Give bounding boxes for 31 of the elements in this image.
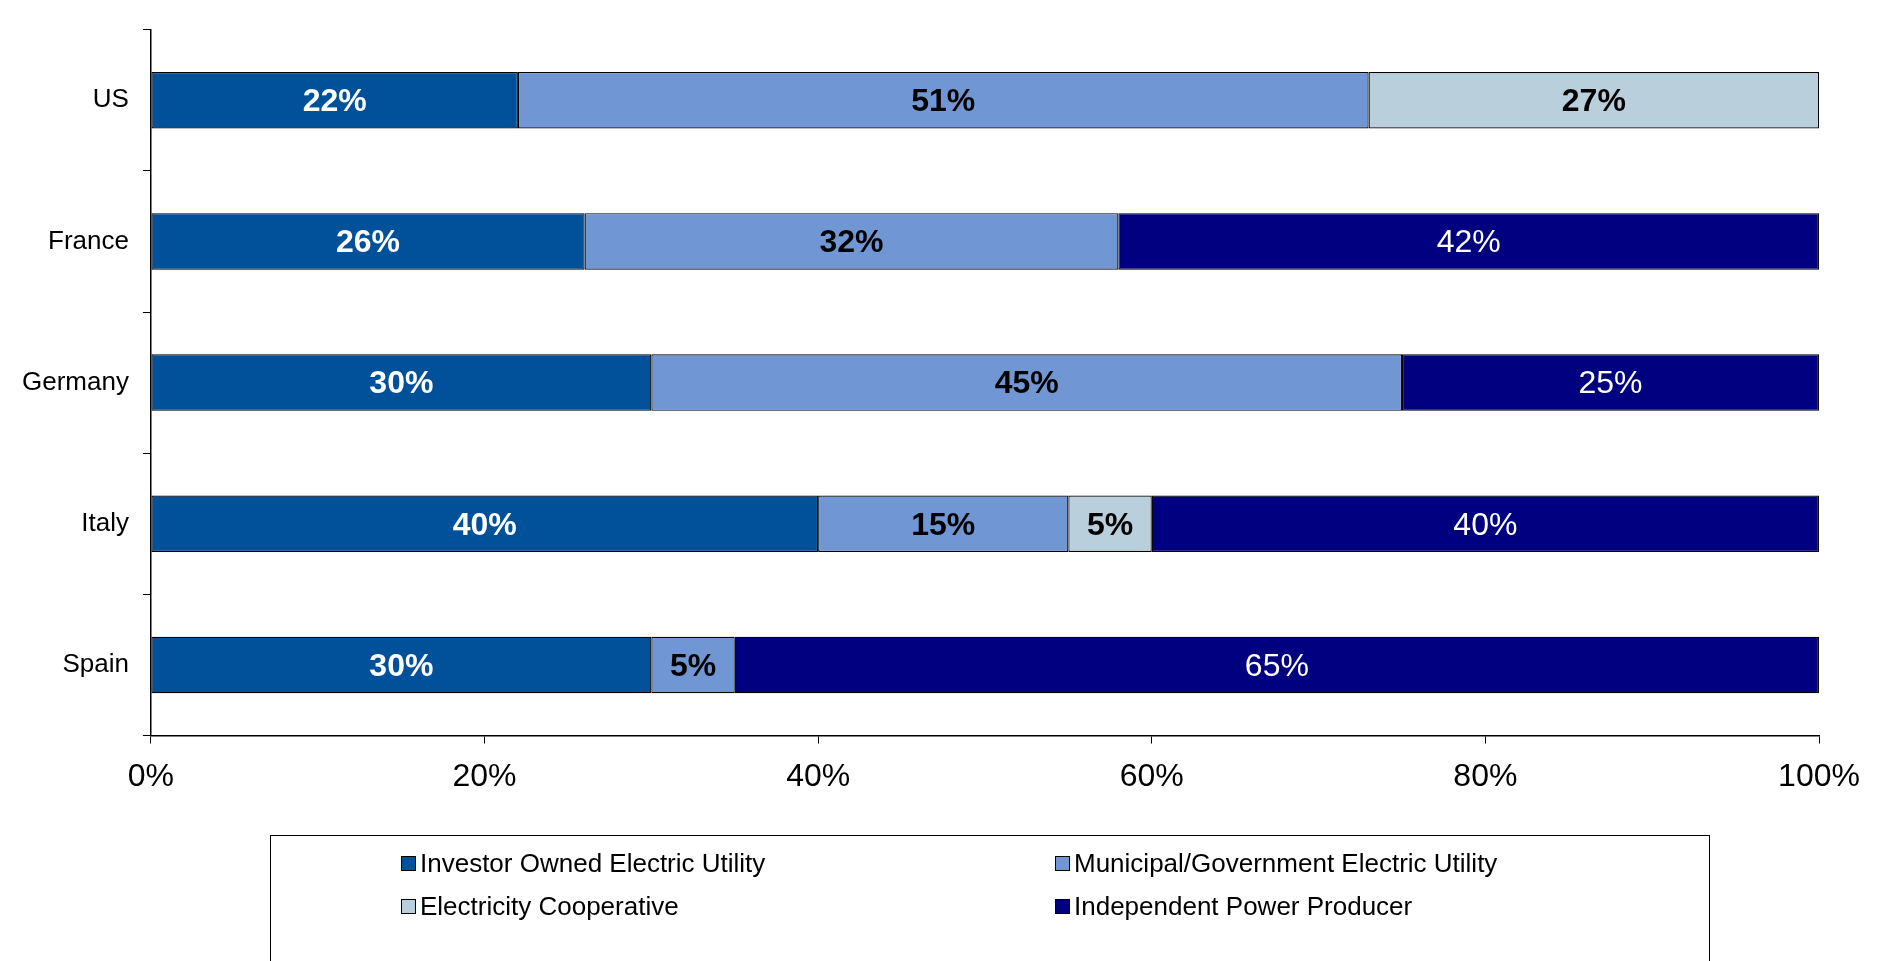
data-label: 65% [1244, 646, 1309, 683]
data-label: 45% [994, 364, 1059, 401]
data-label: 25% [1578, 364, 1643, 401]
data-label: 26% [336, 223, 401, 260]
data-label: 27% [1561, 82, 1626, 119]
x-tick-label: 40% [786, 756, 851, 793]
legend-label: Municipal/Government Electric Utility [1074, 848, 1498, 879]
y-tick-label: US [92, 83, 129, 114]
x-tick-label: 100% [1778, 756, 1860, 793]
x-tick-label: 80% [1453, 756, 1518, 793]
legend-label: Electricity Cooperative [420, 891, 679, 922]
data-label: 30% [369, 646, 434, 683]
data-label: 32% [819, 223, 884, 260]
y-tick-label: Spain [62, 648, 129, 679]
data-label: 51% [911, 82, 976, 119]
data-label: 40% [1453, 505, 1518, 542]
data-label: 42% [1436, 223, 1501, 260]
data-label: 22% [302, 82, 367, 119]
data-label: 30% [369, 364, 434, 401]
x-tick-label: 0% [127, 756, 175, 793]
data-label: 5% [669, 646, 717, 683]
legend-label: Independent Power Producer [1074, 891, 1413, 922]
data-label: 40% [452, 505, 517, 542]
x-tick-label: 20% [452, 756, 517, 793]
x-tick-label: 60% [1119, 756, 1184, 793]
legend-label: Investor Owned Electric Utility [420, 848, 766, 879]
y-tick-label: Germany [22, 365, 129, 396]
data-label: 5% [1086, 505, 1134, 542]
data-label: 15% [911, 505, 976, 542]
y-tick-label: Italy [81, 506, 129, 537]
y-tick-label: France [48, 224, 129, 255]
